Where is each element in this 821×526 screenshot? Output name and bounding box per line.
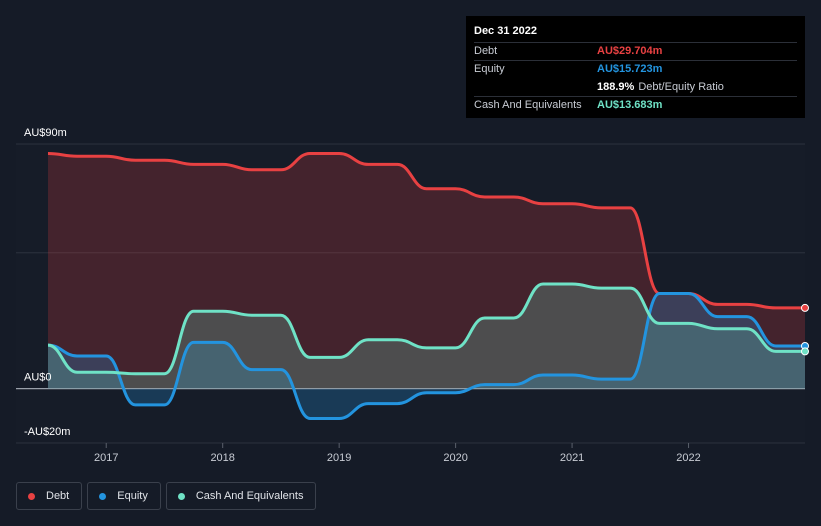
tooltip-debt-value: AU$29.704m	[597, 45, 663, 57]
x-tick-label: 2022	[676, 452, 700, 464]
legend-label-cash: Cash And Equivalents	[195, 490, 304, 502]
y-tick-label: AU$90m	[24, 127, 67, 139]
tooltip-row-equity: Equity AU$15.723m	[474, 60, 797, 78]
debt-area	[48, 153, 805, 389]
legend-item-cash[interactable]: Cash And Equivalents	[165, 482, 317, 510]
tooltip-equity-value: AU$15.723m	[597, 63, 663, 75]
x-tick-label: 2018	[210, 452, 234, 464]
tooltip-cash-value: AU$13.683m	[597, 99, 663, 111]
tooltip-row-cash: Cash And Equivalents AU$13.683m	[474, 96, 797, 114]
legend-label-equity: Equity	[117, 490, 148, 502]
x-tick-label: 2019	[327, 452, 351, 464]
tooltip-ratio-text: Debt/Equity Ratio	[638, 81, 724, 93]
tooltip-ratio-value: 188.9%	[597, 81, 635, 93]
tooltip-row-ratio: 188.9% Debt/Equity Ratio	[474, 78, 797, 96]
legend-item-debt[interactable]: Debt	[16, 482, 83, 510]
tooltip-cash-label: Cash And Equivalents	[474, 99, 582, 111]
legend-item-equity[interactable]: Equity	[87, 482, 161, 510]
equity-area	[48, 293, 805, 419]
legend-dot-equity	[99, 492, 107, 500]
tooltip-date: Dec 31 2022	[474, 25, 537, 37]
data-tooltip: Dec 31 2022 Debt AU$29.704m Equity AU$15…	[466, 16, 805, 118]
cash-line	[47, 282, 806, 376]
tooltip-ratio-label	[474, 79, 597, 96]
tooltip-equity-label: Equity	[474, 63, 505, 75]
tooltip-row-debt: Debt AU$29.704m	[474, 42, 797, 60]
legend-dot-cash	[177, 492, 185, 500]
cash-end-point	[801, 347, 809, 356]
y-tick-label: -AU$20m	[24, 426, 70, 438]
legend-label-debt: Debt	[46, 490, 70, 502]
tooltip-debt-label: Debt	[474, 45, 498, 57]
chart-legend: Debt Equity Cash And Equivalents	[16, 482, 317, 510]
y-tick-label: AU$0	[24, 372, 52, 384]
x-tick-label: 2020	[443, 452, 467, 464]
equity-line	[47, 292, 805, 420]
legend-dot-debt	[28, 492, 35, 500]
cash-area	[48, 284, 805, 389]
x-tick-label: 2021	[560, 452, 584, 464]
x-tick-label: 2017	[94, 452, 118, 464]
debt-end-point	[801, 303, 809, 312]
